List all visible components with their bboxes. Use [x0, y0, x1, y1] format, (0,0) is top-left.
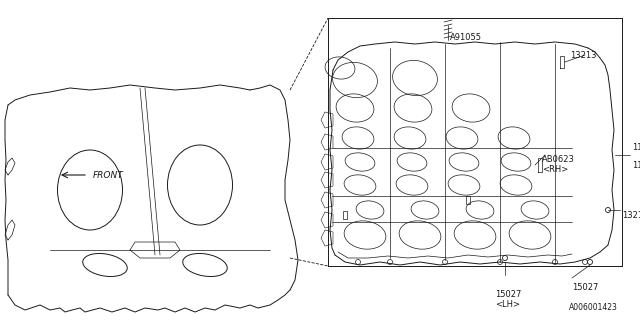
Text: AB0623
<RH>: AB0623 <RH>: [542, 155, 575, 174]
Text: 13213: 13213: [570, 51, 596, 60]
Text: A91055: A91055: [450, 34, 482, 43]
Bar: [343, 211, 347, 219]
Bar: [466, 196, 470, 204]
Text: 13212: 13212: [622, 211, 640, 220]
Text: 15027: 15027: [572, 284, 598, 292]
Text: FRONT: FRONT: [93, 171, 124, 180]
Text: 11063<LH>: 11063<LH>: [632, 143, 640, 153]
Text: 15027
<LH>: 15027 <LH>: [495, 290, 522, 309]
Text: 11039<RH>: 11039<RH>: [632, 161, 640, 170]
Text: A006001423: A006001423: [569, 303, 618, 312]
